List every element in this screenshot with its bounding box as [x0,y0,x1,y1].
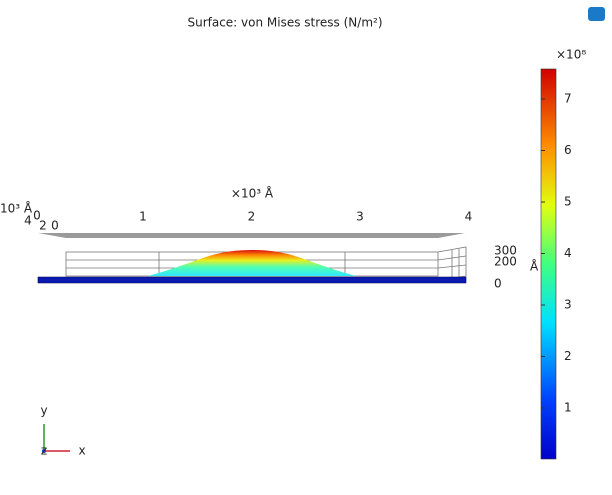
colorbar-tick-label: 3 [564,298,572,312]
colorbar-tick-label: 6 [564,143,572,157]
z-tick-label: 200 [494,255,517,269]
colorbar-tick-label: 2 [564,349,572,363]
triad-x-label: x [78,444,85,458]
y-tick-label: 4 [24,214,32,228]
x-tick-label: 4 [465,210,473,224]
colorbar-tick-label: 1 [564,401,572,415]
y-tick-label: 2 [39,219,47,233]
triad-z-label: z [41,444,47,458]
triad-z [42,449,46,453]
plot-title: Surface: von Mises stress (N/m²) [187,16,382,30]
colorbar-tick-label: 5 [564,195,572,209]
colorbar [540,68,557,460]
stress-surface [148,250,356,276]
z-axis-unit: Å [530,259,539,274]
x-tick-label: 1 [139,210,147,224]
top-plate [38,233,465,238]
triad-y-label: y [40,404,47,418]
z-tick-label: 0 [494,277,502,291]
y-axis-unit: 10³ Å [0,201,33,216]
x-axis-unit: ×10³ Å [231,186,274,201]
app-icon[interactable] [588,7,605,21]
x-tick-label: 3 [356,210,364,224]
colorbar-tick-label: 7 [564,92,572,106]
colorbar-exponent: ×10⁸ [556,48,586,62]
x-tick-label: 2 [248,210,256,224]
y-tick-label: 0 [51,219,59,233]
y-tick-label: 0 [33,209,41,223]
base-substrate [37,276,467,284]
z-tick-label: 300 [494,244,517,258]
colorbar-tick-label: 4 [564,246,572,260]
